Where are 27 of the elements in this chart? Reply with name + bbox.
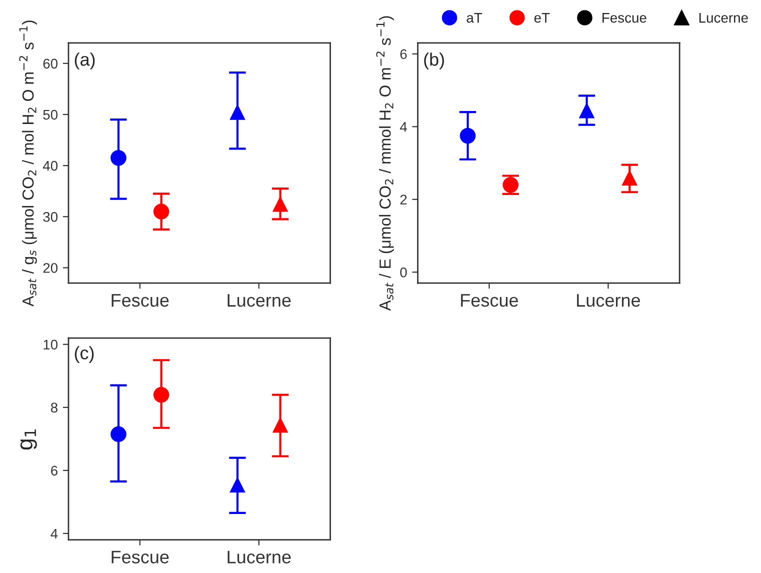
x-tick-label: Lucerne [228, 294, 291, 307]
text: A$_{sat}$ / g$_{s}$ (μmol CO$_{2}$ / mol H$_{2}$ O m$^{−2}$ s$^{−1}$) [19, 20, 37, 306]
legend-label: aT [466, 13, 482, 23]
annotation: (a) [74, 52, 95, 70]
y-tick-label: 60 [43, 58, 58, 69]
y-tick-label: 4 [50, 528, 58, 538]
category-label: Fescue [602, 13, 646, 23]
y-tick-label: 6 [400, 49, 407, 60]
y-tick-label: 50 [43, 110, 58, 120]
y-tick-label: 20 [43, 263, 58, 273]
annotation: (c) [74, 346, 94, 363]
annotation: (b) [424, 52, 444, 70]
x-tick-label: Fescue [112, 294, 169, 307]
x-tick-label: Fescue [461, 294, 518, 307]
y-tick-label: 4 [400, 122, 407, 132]
x-tick-label: Lucerne [577, 294, 640, 307]
y-tick-label: 6 [51, 466, 58, 476]
y-tick-label: 0 [400, 267, 407, 278]
y-axis-title: g$_{1}$ [20, 429, 37, 450]
y-tick-label: 10 [44, 340, 58, 350]
y-tick-label: 2 [400, 194, 407, 204]
y-tick-label: 40 [42, 160, 58, 171]
y-tick-label: 30 [43, 212, 58, 222]
legend-label: eT [534, 13, 550, 23]
text: A$_{sat}$ / E (μmol CO$_{2}$ / mmol H$_{2}$ O m$^{−2}$ s$^{−1}$) [376, 16, 394, 311]
category-label: Lucerne [699, 13, 748, 23]
y-tick-label: 8 [50, 402, 58, 413]
